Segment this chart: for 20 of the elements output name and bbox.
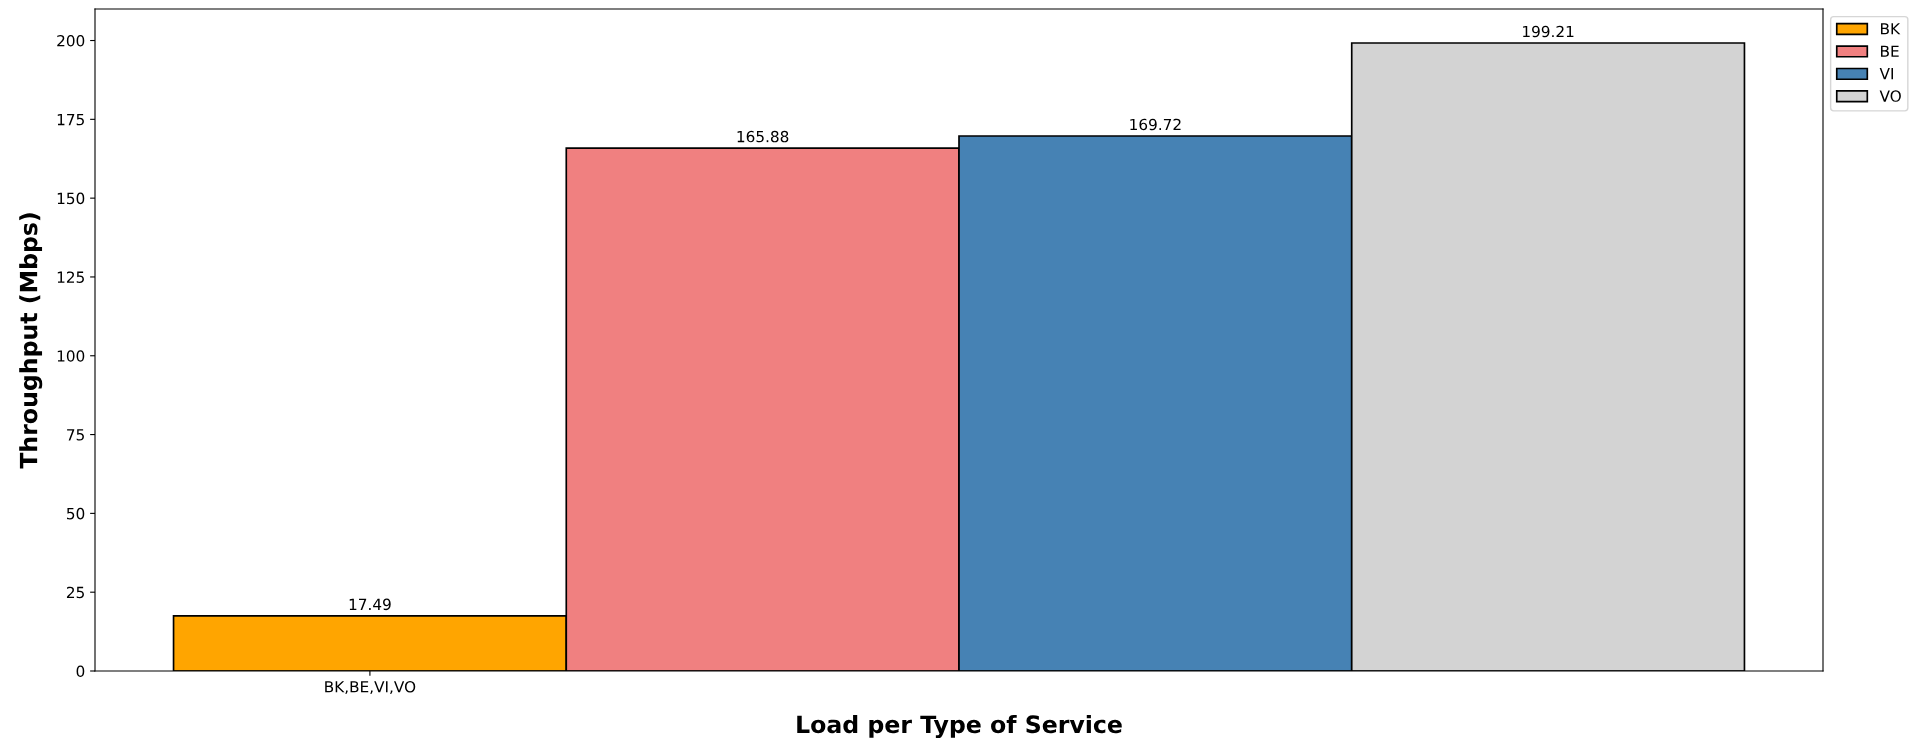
- data-label: 165.88: [737, 130, 789, 143]
- x-tick-label: BK,BE,VI,VO: [325, 680, 416, 695]
- y-axis-title: Throughput (Mbps): [19, 213, 43, 469]
- y-tick-label: 200: [57, 34, 85, 47]
- y-tick-label: 150: [57, 192, 85, 205]
- y-tick-label: 75: [67, 429, 84, 441]
- legend-label: BE: [1881, 45, 1899, 57]
- data-label: 17.49: [349, 598, 391, 611]
- data-label: 169.72: [1130, 118, 1181, 131]
- y-tick-label: 50: [67, 507, 85, 520]
- legend-label: BK: [1881, 23, 1901, 35]
- data-label: 199.21: [1523, 25, 1574, 38]
- y-tick-label: 25: [66, 586, 84, 599]
- legend-label: VO: [1879, 90, 1901, 102]
- y-tick-label: 0: [76, 665, 85, 678]
- y-tick-label: 100: [57, 350, 85, 362]
- y-tick-label: 125: [57, 271, 84, 283]
- x-axis-title: Load per Type of Service: [797, 714, 1122, 738]
- y-tick-label: 175: [57, 114, 84, 126]
- legend-label: VI: [1879, 68, 1893, 80]
